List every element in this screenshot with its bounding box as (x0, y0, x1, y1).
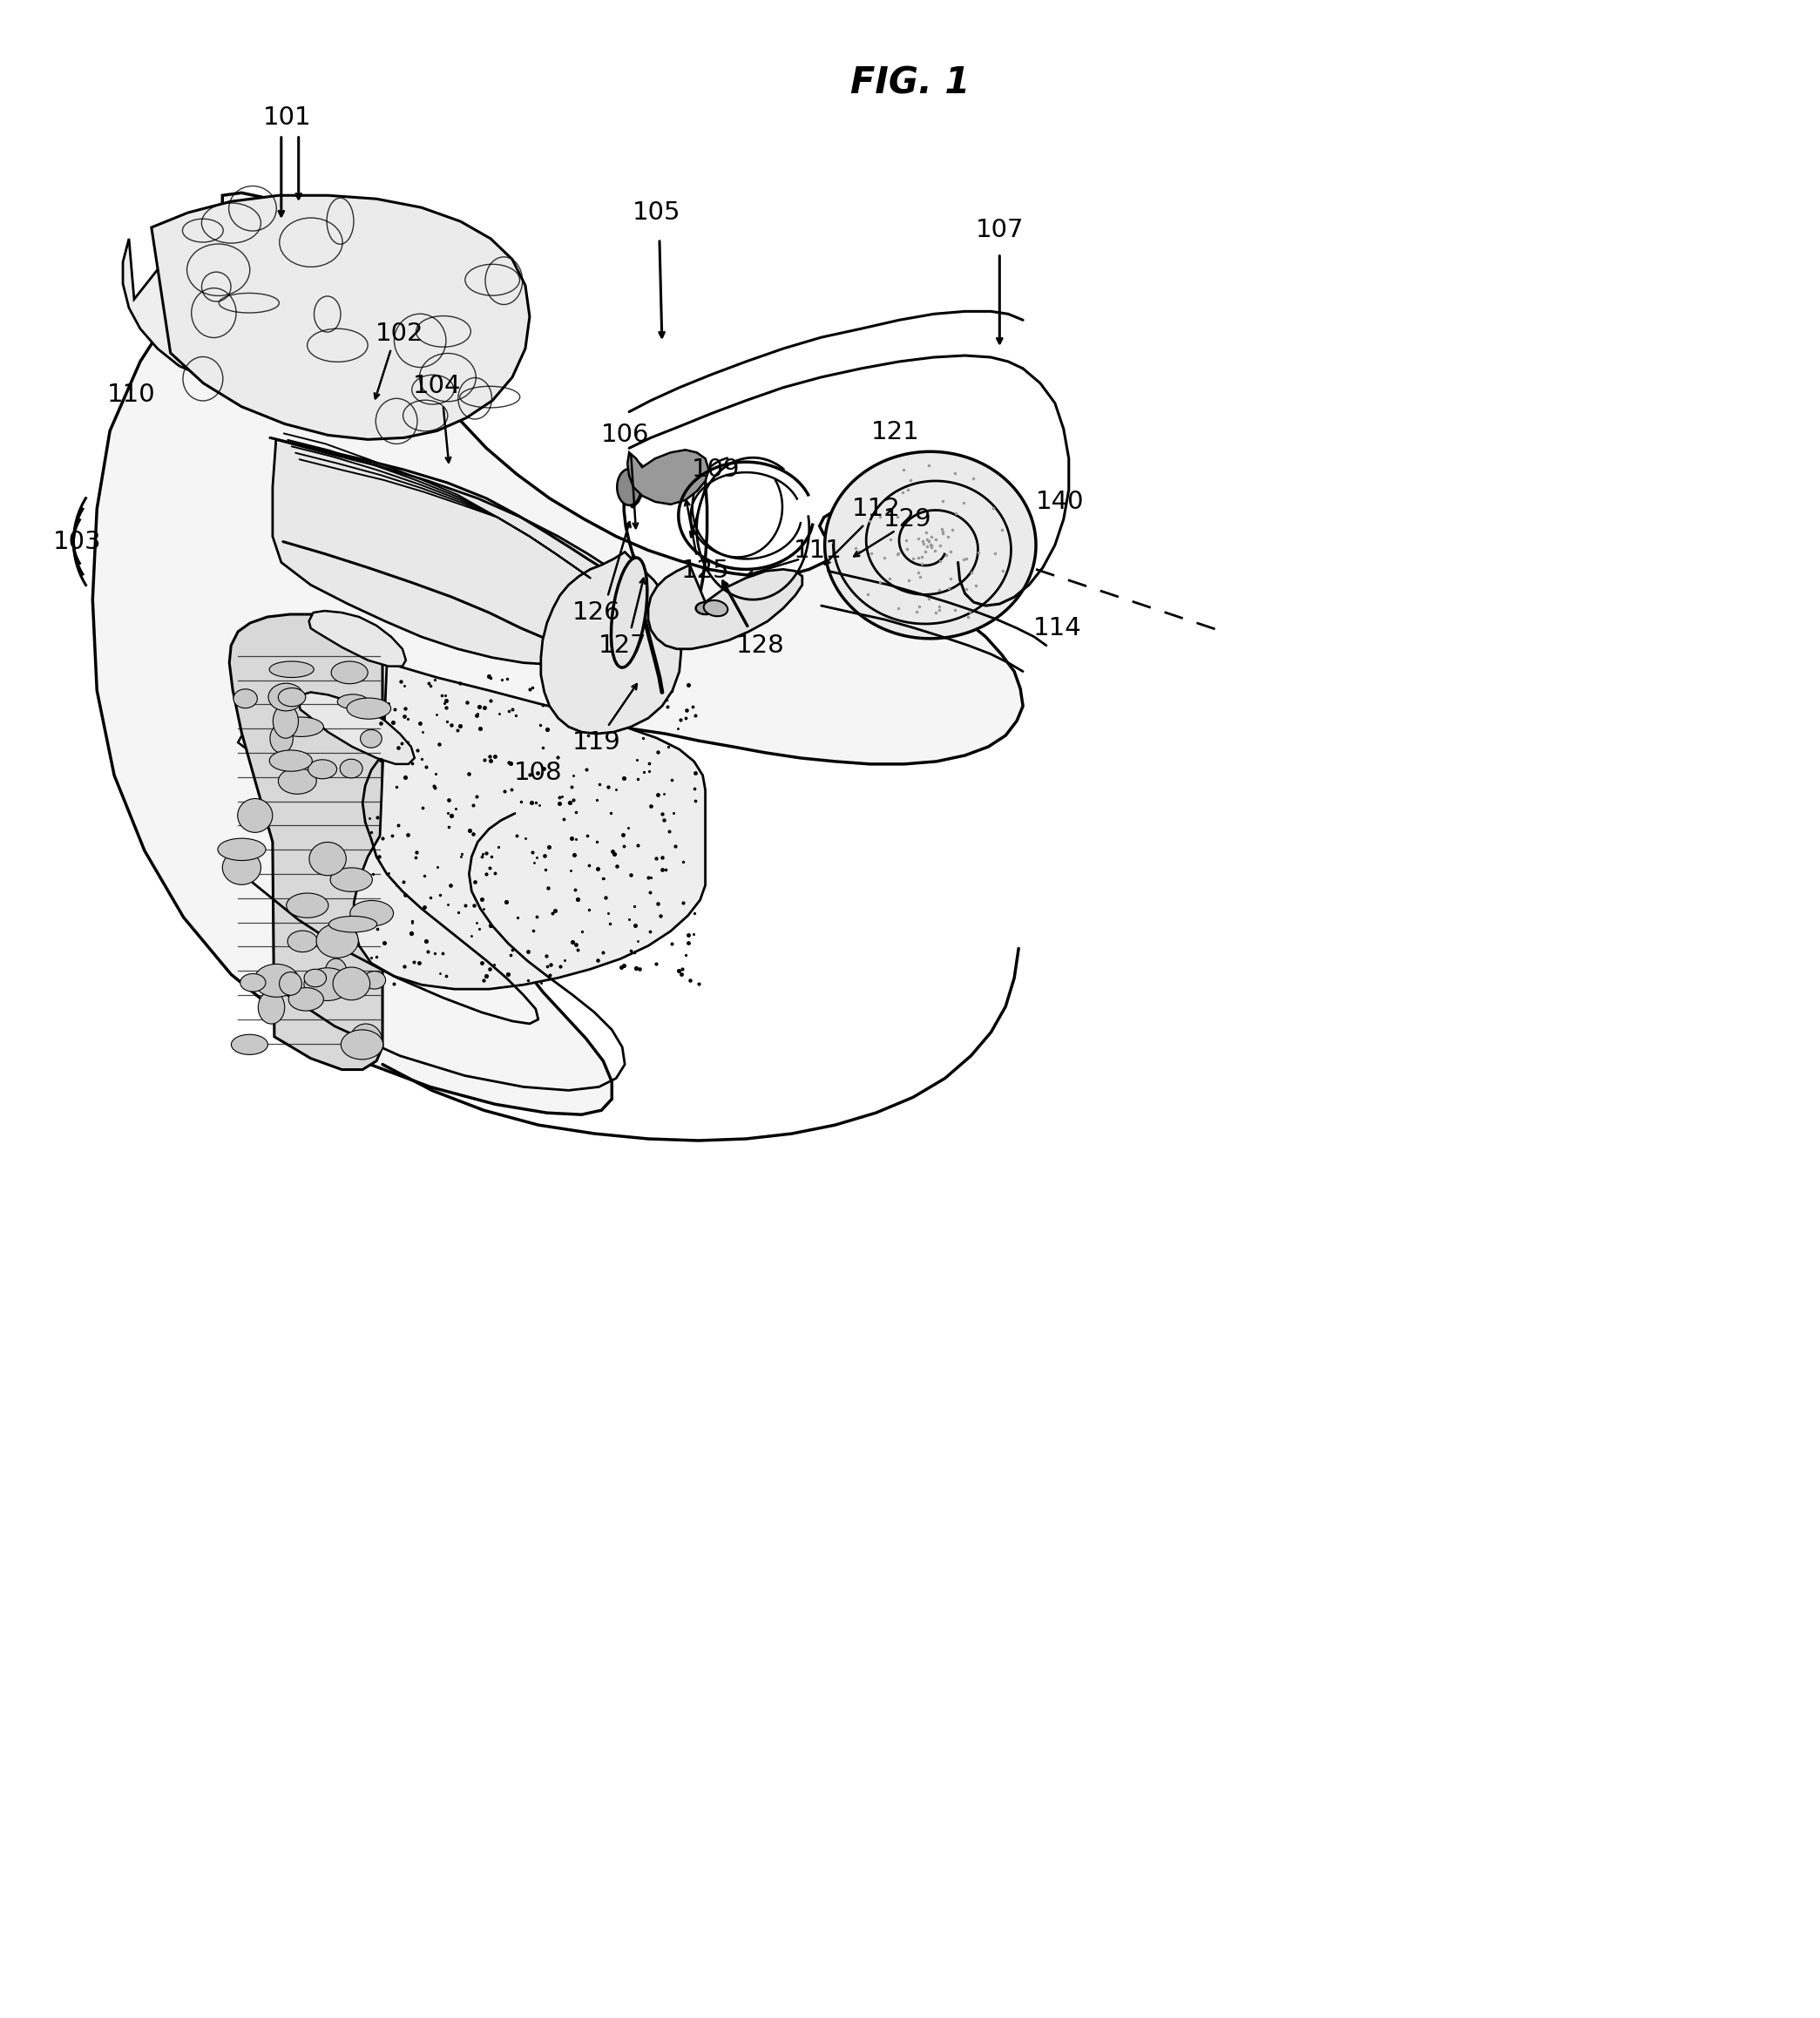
Ellipse shape (278, 716, 324, 737)
Ellipse shape (348, 698, 391, 718)
Ellipse shape (278, 769, 317, 793)
Ellipse shape (289, 987, 324, 1011)
Text: 125: 125 (681, 559, 730, 583)
Ellipse shape (337, 694, 368, 708)
Text: 121: 121 (872, 420, 919, 444)
Text: 126: 126 (571, 601, 621, 626)
Ellipse shape (278, 688, 306, 706)
Ellipse shape (695, 601, 715, 613)
Polygon shape (124, 210, 369, 381)
Ellipse shape (349, 900, 393, 926)
Ellipse shape (317, 924, 359, 959)
Text: 108: 108 (513, 761, 562, 785)
Ellipse shape (364, 971, 386, 989)
Ellipse shape (286, 894, 328, 918)
Text: 101: 101 (264, 105, 311, 129)
Polygon shape (298, 692, 415, 765)
Ellipse shape (304, 969, 326, 987)
Text: 119: 119 (571, 731, 621, 755)
Text: 128: 128 (737, 634, 784, 658)
Text: 112: 112 (852, 496, 901, 521)
Polygon shape (151, 196, 530, 440)
Ellipse shape (326, 959, 346, 985)
Text: 103: 103 (53, 529, 102, 553)
Text: 104: 104 (413, 373, 460, 398)
Ellipse shape (268, 684, 304, 710)
Ellipse shape (331, 662, 368, 684)
Ellipse shape (240, 973, 266, 991)
Polygon shape (353, 662, 706, 989)
Ellipse shape (304, 969, 351, 1001)
Ellipse shape (218, 837, 266, 860)
Ellipse shape (333, 967, 369, 1001)
Ellipse shape (329, 868, 373, 892)
Text: 114: 114 (1034, 615, 1081, 640)
Polygon shape (648, 565, 803, 650)
Text: 127: 127 (599, 634, 646, 658)
Ellipse shape (269, 751, 313, 771)
Polygon shape (824, 452, 1036, 638)
Text: 109: 109 (692, 458, 741, 482)
Ellipse shape (231, 1035, 268, 1055)
Ellipse shape (258, 991, 284, 1023)
Ellipse shape (233, 688, 257, 708)
Ellipse shape (612, 557, 648, 668)
Polygon shape (273, 440, 639, 664)
Ellipse shape (238, 799, 273, 831)
Text: 110: 110 (107, 381, 157, 408)
Ellipse shape (617, 468, 641, 504)
Ellipse shape (349, 1023, 382, 1055)
Text: 102: 102 (375, 321, 424, 345)
Ellipse shape (704, 599, 728, 615)
Text: 140: 140 (1036, 490, 1085, 515)
Ellipse shape (329, 916, 377, 932)
Text: 106: 106 (601, 424, 650, 448)
Text: 105: 105 (633, 200, 681, 224)
Ellipse shape (288, 930, 317, 952)
Ellipse shape (308, 759, 337, 779)
Ellipse shape (360, 731, 382, 749)
Polygon shape (229, 613, 382, 1070)
Ellipse shape (255, 965, 298, 997)
Text: 107: 107 (976, 218, 1023, 242)
Ellipse shape (269, 724, 293, 753)
Text: 129: 129 (883, 507, 932, 531)
Text: FIG. 1: FIG. 1 (850, 65, 970, 101)
Ellipse shape (340, 759, 362, 779)
Ellipse shape (222, 850, 260, 884)
Polygon shape (238, 720, 524, 858)
Ellipse shape (273, 704, 298, 739)
Ellipse shape (278, 973, 302, 995)
Polygon shape (93, 194, 1023, 1114)
Text: 111: 111 (794, 539, 843, 563)
Polygon shape (541, 553, 681, 735)
Polygon shape (309, 611, 406, 666)
Ellipse shape (269, 662, 313, 678)
Polygon shape (628, 450, 708, 504)
Ellipse shape (340, 1029, 382, 1059)
Ellipse shape (309, 842, 346, 876)
